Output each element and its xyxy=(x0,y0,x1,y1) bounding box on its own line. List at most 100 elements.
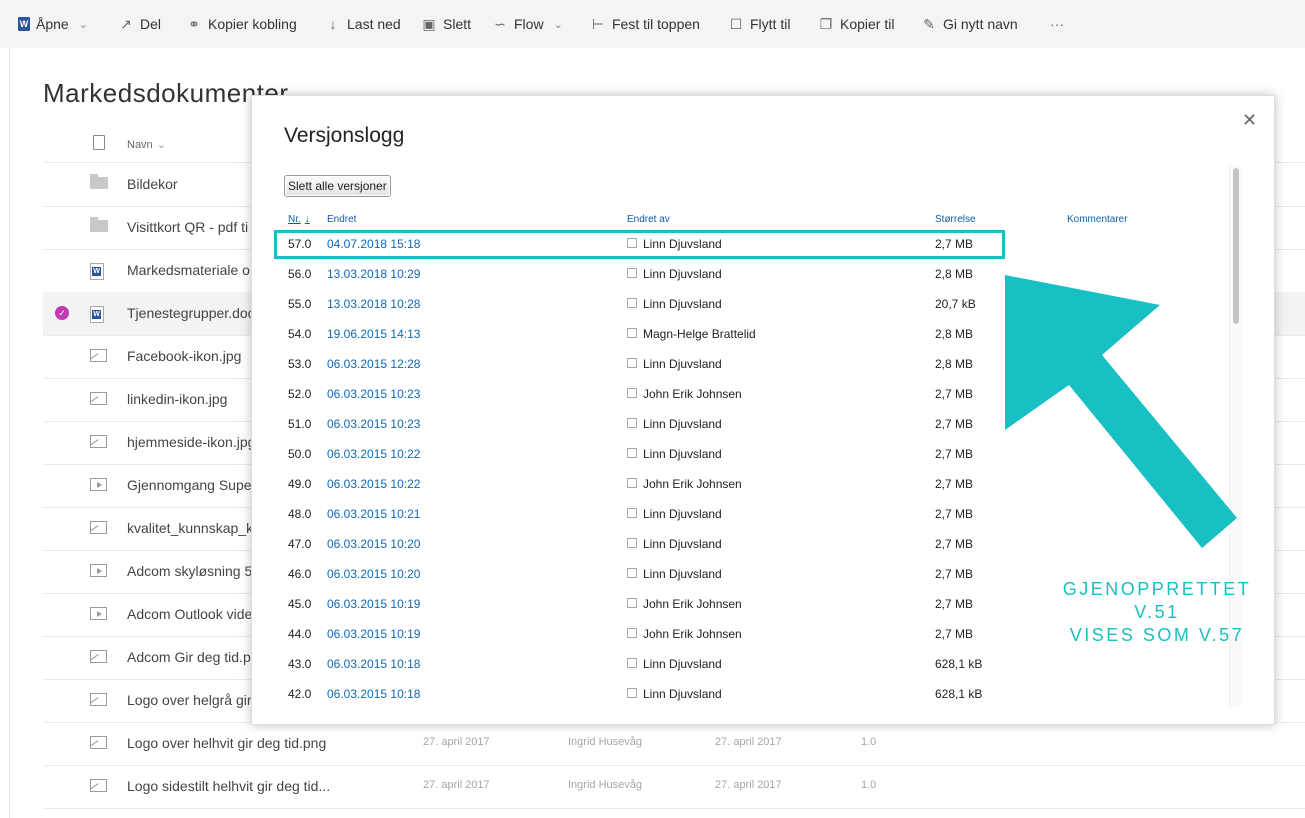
version-date-link[interactable]: 06.03.2015 10:19 xyxy=(327,597,421,611)
version-date-link[interactable]: 06.03.2015 10:23 xyxy=(327,387,421,401)
version-date-link[interactable]: 13.03.2018 10:29 xyxy=(327,267,421,281)
version-date-link[interactable]: 06.03.2015 10:18 xyxy=(327,687,421,701)
file-row[interactable]: Logo over helhvit gir deg tid.png 27. apr… xyxy=(43,722,1305,766)
version-size: 2,7 MB xyxy=(935,387,974,401)
comments-column-header[interactable]: Kommentarer xyxy=(1067,214,1128,225)
file-name[interactable]: Logo sidestilt helhvit gir deg tid... xyxy=(127,778,331,794)
version-author: John Erik Johnsen xyxy=(627,627,742,641)
modified-date: 27. april 2017 xyxy=(423,736,490,748)
version-date-link[interactable]: 06.03.2015 10:21 xyxy=(327,507,421,521)
delete-button[interactable]: ▣ Slett xyxy=(421,0,471,48)
flow-button[interactable]: ∽ Flow ⌄ xyxy=(492,0,563,48)
version-size: 2,7 MB xyxy=(935,477,974,491)
version-date-link[interactable]: 06.03.2015 10:19 xyxy=(327,627,421,641)
file-name[interactable]: Bildekor xyxy=(127,176,178,192)
version-date-link[interactable]: 06.03.2015 10:18 xyxy=(327,657,421,671)
version-number: 48.0 xyxy=(288,507,312,521)
file-name[interactable]: Markedsmateriale o xyxy=(127,262,250,278)
close-icon[interactable]: ✕ xyxy=(1242,110,1258,130)
file-name[interactable]: linkedin-ikon.jpg xyxy=(127,391,228,407)
version-size: 2,7 MB xyxy=(935,417,974,431)
version-date-link[interactable]: 13.03.2018 10:28 xyxy=(327,297,421,311)
version-number: 47.0 xyxy=(288,537,312,551)
modified-by-column-header[interactable]: Endret av xyxy=(627,214,670,225)
copy-link-button[interactable]: ⚭ Kopier kobling xyxy=(186,0,297,48)
version-date-link[interactable]: 06.03.2015 10:20 xyxy=(327,537,421,551)
copy-to-button[interactable]: ❐ Kopier til xyxy=(818,0,895,48)
modified-column-header[interactable]: Endret xyxy=(327,214,357,225)
file-name[interactable]: Gjennomgang Supe xyxy=(127,477,252,493)
presence-icon xyxy=(627,328,637,338)
more-button[interactable]: ··· xyxy=(1050,0,1064,48)
file-name[interactable]: Facebook-ikon.jpg xyxy=(127,348,242,364)
file-name[interactable]: Adcom Gir deg tid.p xyxy=(127,649,251,665)
presence-icon xyxy=(627,688,637,698)
version-number: 42.0 xyxy=(288,687,312,701)
file-name[interactable]: Logo over helhvit gir deg tid.png xyxy=(127,735,327,751)
presence-icon xyxy=(627,358,637,368)
version-author: John Erik Johnsen xyxy=(627,477,742,491)
folder-icon xyxy=(90,217,108,232)
image-icon xyxy=(90,650,107,663)
delete-all-versions-button[interactable]: Slett alle versjoner xyxy=(284,175,391,197)
version-date-link[interactable]: 06.03.2015 12:28 xyxy=(327,357,421,371)
image-icon xyxy=(90,392,107,405)
download-icon: ↓ xyxy=(329,16,337,32)
size-column-header[interactable]: Størrelse xyxy=(935,214,976,225)
file-name[interactable]: hjemmeside-ikon.jpg xyxy=(127,434,256,450)
version-author-name: John Erik Johnsen xyxy=(643,477,742,491)
version-number: 51.0 xyxy=(288,417,312,431)
file-name[interactable]: Visittkort QR - pdf ti xyxy=(127,219,249,235)
version-number: 44.0 xyxy=(288,627,312,641)
version-author-name: Linn Djuvsland xyxy=(643,657,722,671)
version-date-link[interactable]: 06.03.2015 10:22 xyxy=(327,477,421,491)
modified-by: Ingrid Husevåg xyxy=(568,779,642,791)
share-button[interactable]: ↗ Del xyxy=(118,0,161,48)
file-name[interactable]: Adcom skyløsning 5 xyxy=(127,563,253,579)
file-row[interactable]: Logo sidestilt helhvit gir deg tid... 27.… xyxy=(43,765,1305,809)
word-icon: W xyxy=(18,17,30,31)
presence-icon xyxy=(627,538,637,548)
version-date-link[interactable]: 06.03.2015 10:22 xyxy=(327,447,421,461)
move-to-label: Flytt til xyxy=(750,16,791,32)
version-date-link[interactable]: 06.03.2015 10:23 xyxy=(327,417,421,431)
nr-column-header[interactable]: Nr. ↓ xyxy=(288,214,310,225)
file-name[interactable]: kvalitet_kunnskap_k xyxy=(127,520,254,536)
rename-button[interactable]: ✎ Gi nytt navn xyxy=(921,0,1018,48)
move-to-button[interactable]: ☐ Flytt til xyxy=(728,0,791,48)
version-number: 1.0 xyxy=(861,736,877,748)
version-date-link[interactable]: 06.03.2015 10:20 xyxy=(327,567,421,581)
presence-icon xyxy=(627,298,637,308)
image-icon xyxy=(90,349,107,362)
open-label: Åpne xyxy=(36,16,69,32)
file-name[interactable]: Logo over helgrå gir xyxy=(127,692,252,708)
version-row: 55.0 13.03.2018 10:28 20,7 kB Linn Djuvslan… xyxy=(252,293,1252,323)
version-number: 57.0 xyxy=(288,237,312,251)
video-icon xyxy=(90,564,107,577)
name-column-header[interactable]: Navn ⌄ xyxy=(127,138,166,151)
open-button[interactable]: W Åpne ⌄ xyxy=(18,0,88,48)
rename-label: Gi nytt navn xyxy=(943,16,1018,32)
version-row: 50.0 06.03.2015 10:22 2,7 MB Linn Djuvsland xyxy=(252,443,1252,473)
version-row: 42.0 06.03.2015 10:18 628,1 kB Linn Djuvsla… xyxy=(252,683,1252,713)
download-button[interactable]: ↓ Last ned xyxy=(325,0,401,48)
checkmark-icon[interactable]: ✓ xyxy=(55,306,69,320)
version-date-link[interactable]: 04.07.2018 15:18 xyxy=(327,237,421,251)
presence-icon xyxy=(627,268,637,278)
version-author: Linn Djuvsland xyxy=(627,687,722,701)
version-number: 49.0 xyxy=(288,477,312,491)
pin-top-button[interactable]: ⊢ Fest til toppen xyxy=(590,0,700,48)
version-number: 54.0 xyxy=(288,327,312,341)
version-author: John Erik Johnsen xyxy=(627,387,742,401)
file-type-icon[interactable] xyxy=(93,135,105,150)
version-size: 2,7 MB xyxy=(935,537,974,551)
version-number: 50.0 xyxy=(288,447,312,461)
scrollbar-thumb[interactable] xyxy=(1233,168,1239,324)
version-date-link[interactable]: 19.06.2015 14:13 xyxy=(327,327,421,341)
version-size: 628,1 kB xyxy=(935,657,983,671)
version-row: 49.0 06.03.2015 10:22 2,7 MB John Erik John… xyxy=(252,473,1252,503)
copy-link-label: Kopier kobling xyxy=(208,16,297,32)
file-name[interactable]: Adcom Outlook vide xyxy=(127,606,253,622)
version-number: 1.0 xyxy=(861,779,877,791)
file-name[interactable]: Tjenestegrupper.doc xyxy=(127,305,255,321)
